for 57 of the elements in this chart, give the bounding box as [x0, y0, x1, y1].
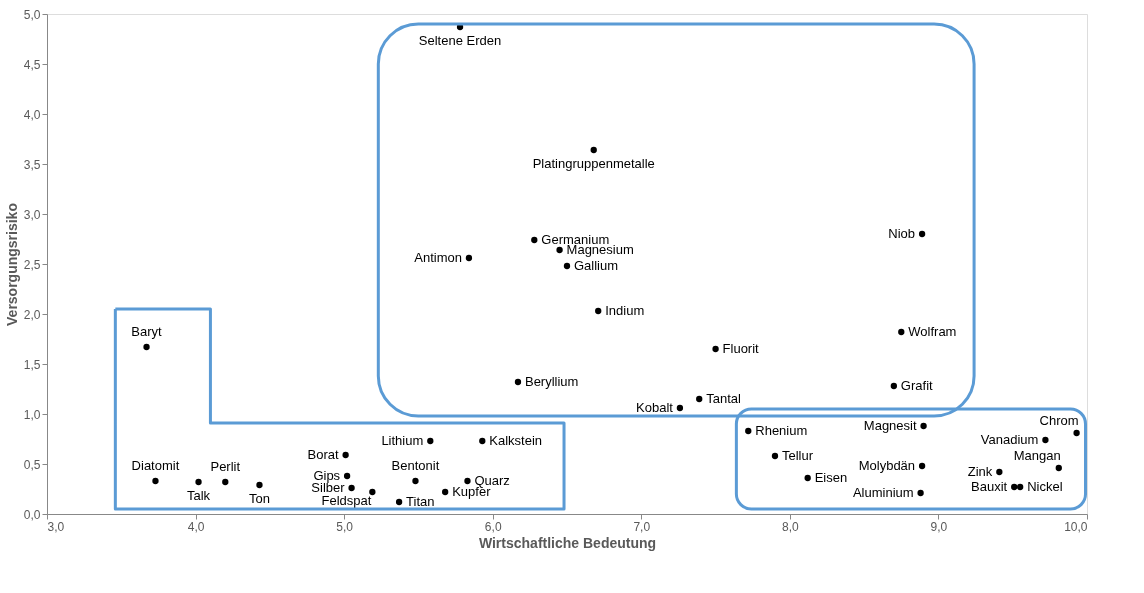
- x-tick-label: 9,0: [930, 519, 948, 534]
- annotation: Kalkstein: [489, 433, 543, 448]
- y-tick-label: 3,0: [23, 207, 41, 222]
- annotation: Nickel: [1027, 479, 1063, 494]
- annotation: Molybdän: [858, 458, 916, 473]
- y-tick-label: 1,0: [23, 407, 41, 422]
- annotation: Ton: [248, 491, 270, 506]
- annotation: Kobalt: [636, 400, 674, 415]
- x-tick-label: 8,0: [782, 519, 800, 534]
- annotation: Zink: [967, 464, 993, 479]
- annotation: Beryllium: [524, 374, 579, 389]
- y-tick-label: 2,0: [23, 307, 41, 322]
- annotation: Niob: [888, 226, 916, 241]
- annotation: Seltene Erden: [418, 33, 502, 48]
- annotation: Talk: [186, 488, 211, 503]
- annotation: Diatomit: [131, 458, 180, 473]
- annotation: Gallium: [574, 258, 619, 273]
- y-tick-label: 2,5: [23, 257, 41, 272]
- x-tick-label: 4,0: [187, 519, 205, 534]
- annotation: Baryt: [131, 324, 163, 339]
- y-tick-label: 3,5: [23, 157, 41, 172]
- annotation: Titan: [406, 494, 435, 509]
- annotation: Gips: [313, 468, 341, 483]
- y-tick-label: 4,5: [23, 57, 41, 72]
- annotation: Antimon: [414, 250, 462, 265]
- y-tick-label: 1,5: [23, 357, 41, 372]
- annotation: Platingruppenmetalle: [532, 156, 655, 171]
- annotation: Grafit: [900, 378, 934, 393]
- x-tick-label: 5,0: [336, 519, 354, 534]
- annotation: Rhenium: [755, 423, 808, 438]
- annotation: Borat: [307, 447, 340, 462]
- annotation: Aluminium: [852, 485, 914, 500]
- annotation: Eisen: [814, 470, 848, 485]
- x-tick-label: 6,0: [484, 519, 502, 534]
- annotation: Feldspat: [321, 493, 372, 508]
- annotation: Mangan: [1013, 448, 1061, 463]
- annotation: Wolfram: [908, 324, 957, 339]
- y-tick-label: 0,5: [23, 457, 41, 472]
- annotation: Bentonit: [391, 458, 440, 473]
- x-axis-title: Wirtschaftliche Bedeutung: [478, 534, 657, 551]
- annotation: Indium: [605, 303, 645, 318]
- annotation: Bauxit: [971, 479, 1008, 494]
- y-axis-title: Versorgungsrisiko: [3, 203, 20, 326]
- y-tick-label: 4,0: [23, 107, 41, 122]
- annotation: Tantal: [706, 391, 742, 406]
- y-tick-label: 0,0: [23, 507, 41, 522]
- y-tick-label: 5,0: [23, 7, 41, 22]
- annotation: Vanadium: [980, 432, 1039, 447]
- x-tick-label: 7,0: [633, 519, 651, 534]
- x-tick-label: 10,0: [1064, 519, 1088, 534]
- annotation: Lithium: [381, 433, 424, 448]
- annotation: Perlit: [210, 459, 241, 474]
- annotation: Fluorit: [722, 341, 760, 356]
- x-tick-label: 3,0: [47, 519, 65, 534]
- annotation: Tellur: [782, 448, 814, 463]
- annotation: Magnesit: [863, 418, 917, 433]
- annotation: Chrom: [1039, 413, 1079, 428]
